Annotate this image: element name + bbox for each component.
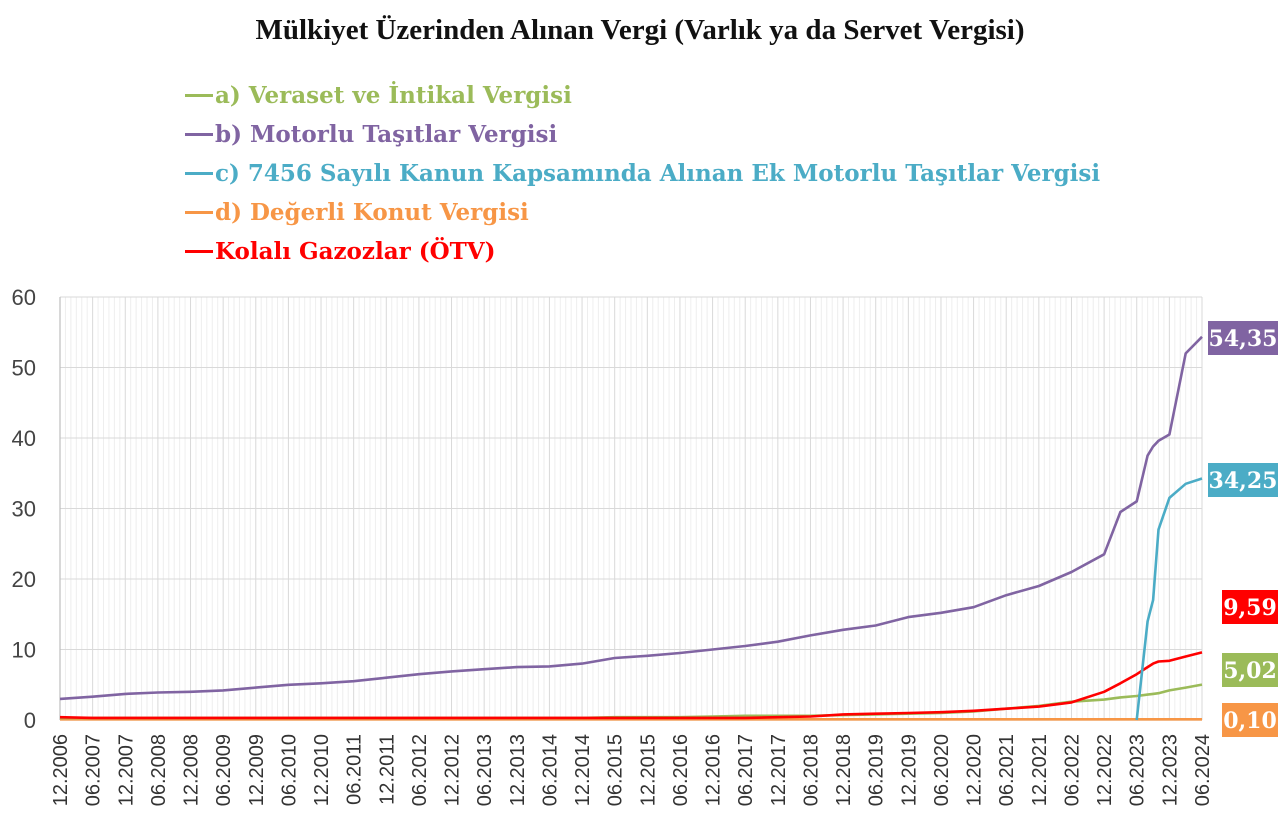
legend-item: b) Motorlu Taşıtlar Vergisi (185, 115, 1100, 154)
series-line (59, 335, 1203, 701)
x-tick-label: 12.2018 (833, 734, 855, 806)
y-tick-label: 60 (12, 285, 36, 310)
x-tick-label: 06.2009 (213, 734, 235, 806)
series-line (59, 651, 1203, 720)
legend-swatch (185, 133, 213, 136)
x-tick-label: 06.2008 (148, 734, 170, 806)
x-tick-label: 12.2022 (1094, 734, 1116, 806)
legend-label: d) Değerli Konut Vergisi (215, 199, 529, 226)
x-tick-label: 12.2011 (376, 734, 398, 805)
x-tick-label: 06.2012 (409, 734, 431, 806)
x-tick-label: 06.2015 (605, 734, 627, 806)
legend-item: Kolalı Gazozlar (ÖTV) (185, 232, 1100, 271)
x-tick-label: 06.2016 (670, 734, 692, 806)
legend-item: a) Veraset ve İntikal Vergisi (185, 76, 1100, 115)
x-tick-label: 06.2010 (278, 734, 300, 806)
legend-item: c) 7456 Sayılı Kanun Kapsamında Alınan E… (185, 154, 1100, 193)
end-value-label: 0,10 (1223, 708, 1277, 734)
end-value-label: 5,02 (1223, 658, 1277, 684)
legend-swatch (185, 250, 213, 253)
x-tick-label: 06.2024 (1192, 734, 1214, 806)
end-value-badge (1222, 653, 1278, 687)
x-tick-label: 12.2012 (442, 734, 464, 806)
legend-label: Kolalı Gazozlar (ÖTV) (215, 238, 496, 265)
end-value-badge (1208, 321, 1278, 355)
x-tick-label: 12.2007 (115, 734, 137, 806)
x-tick-label: 06.2013 (474, 734, 496, 806)
x-tick-label: 12.2014 (572, 734, 594, 806)
legend-swatch (185, 94, 213, 97)
x-tick-label: 06.2023 (1127, 734, 1149, 806)
x-tick-label: 12.2009 (246, 734, 268, 806)
end-value-badge (1208, 463, 1278, 497)
y-tick-label: 50 (12, 356, 36, 381)
chart-title: Mülkiyet Üzerinden Alınan Vergi (Varlık … (255, 14, 1025, 46)
legend-label: a) Veraset ve İntikal Vergisi (215, 82, 572, 109)
y-tick-label: 10 (12, 638, 36, 663)
x-tick-label: 06.2018 (800, 734, 822, 806)
x-tick-label: 06.2022 (1061, 734, 1083, 806)
x-tick-label: 12.2017 (768, 734, 790, 806)
end-value-label: 54,35 (1209, 326, 1278, 352)
x-tick-label: 12.2019 (898, 734, 920, 806)
legend-item: d) Değerli Konut Vergisi (185, 193, 1100, 232)
legend-swatch (185, 172, 213, 175)
x-tick-label: 06.2007 (83, 734, 105, 806)
x-tick-label: 06.2019 (866, 734, 888, 806)
x-tick-label: 12.2021 (1029, 734, 1051, 806)
x-tick-label: 12.2013 (507, 734, 529, 806)
x-tick-label: 12.2020 (964, 734, 986, 806)
end-value-label: 34,25 (1209, 468, 1278, 494)
x-tick-label: 12.2023 (1159, 734, 1181, 806)
legend-label: b) Motorlu Taşıtlar Vergisi (215, 121, 558, 148)
x-tick-label: 12.2015 (637, 734, 659, 806)
x-tick-label: 12.2016 (703, 734, 725, 806)
x-tick-label: 06.2020 (931, 734, 953, 806)
end-value-badge (1222, 590, 1278, 624)
end-value-badge (1222, 703, 1278, 737)
y-tick-label: 30 (12, 497, 36, 522)
x-tick-label: 12.2010 (311, 734, 333, 806)
x-tick-label: 06.2021 (996, 734, 1018, 806)
x-tick-label: 12.2006 (50, 734, 72, 806)
series-line (1135, 477, 1203, 721)
x-tick-label: 12.2008 (181, 734, 203, 806)
end-value-label: 9,59 (1223, 595, 1277, 621)
y-tick-label: 20 (12, 567, 36, 592)
legend-label: c) 7456 Sayılı Kanun Kapsamında Alınan E… (215, 160, 1101, 187)
x-tick-label: 06.2014 (539, 734, 561, 806)
y-tick-label: 0 (24, 708, 36, 733)
x-tick-label: 06.2011 (344, 734, 366, 805)
legend-swatch (185, 211, 213, 214)
x-tick-label: 06.2017 (735, 734, 757, 806)
y-tick-label: 40 (12, 426, 36, 451)
legend: a) Veraset ve İntikal Vergisi b) Motorlu … (185, 76, 1100, 271)
